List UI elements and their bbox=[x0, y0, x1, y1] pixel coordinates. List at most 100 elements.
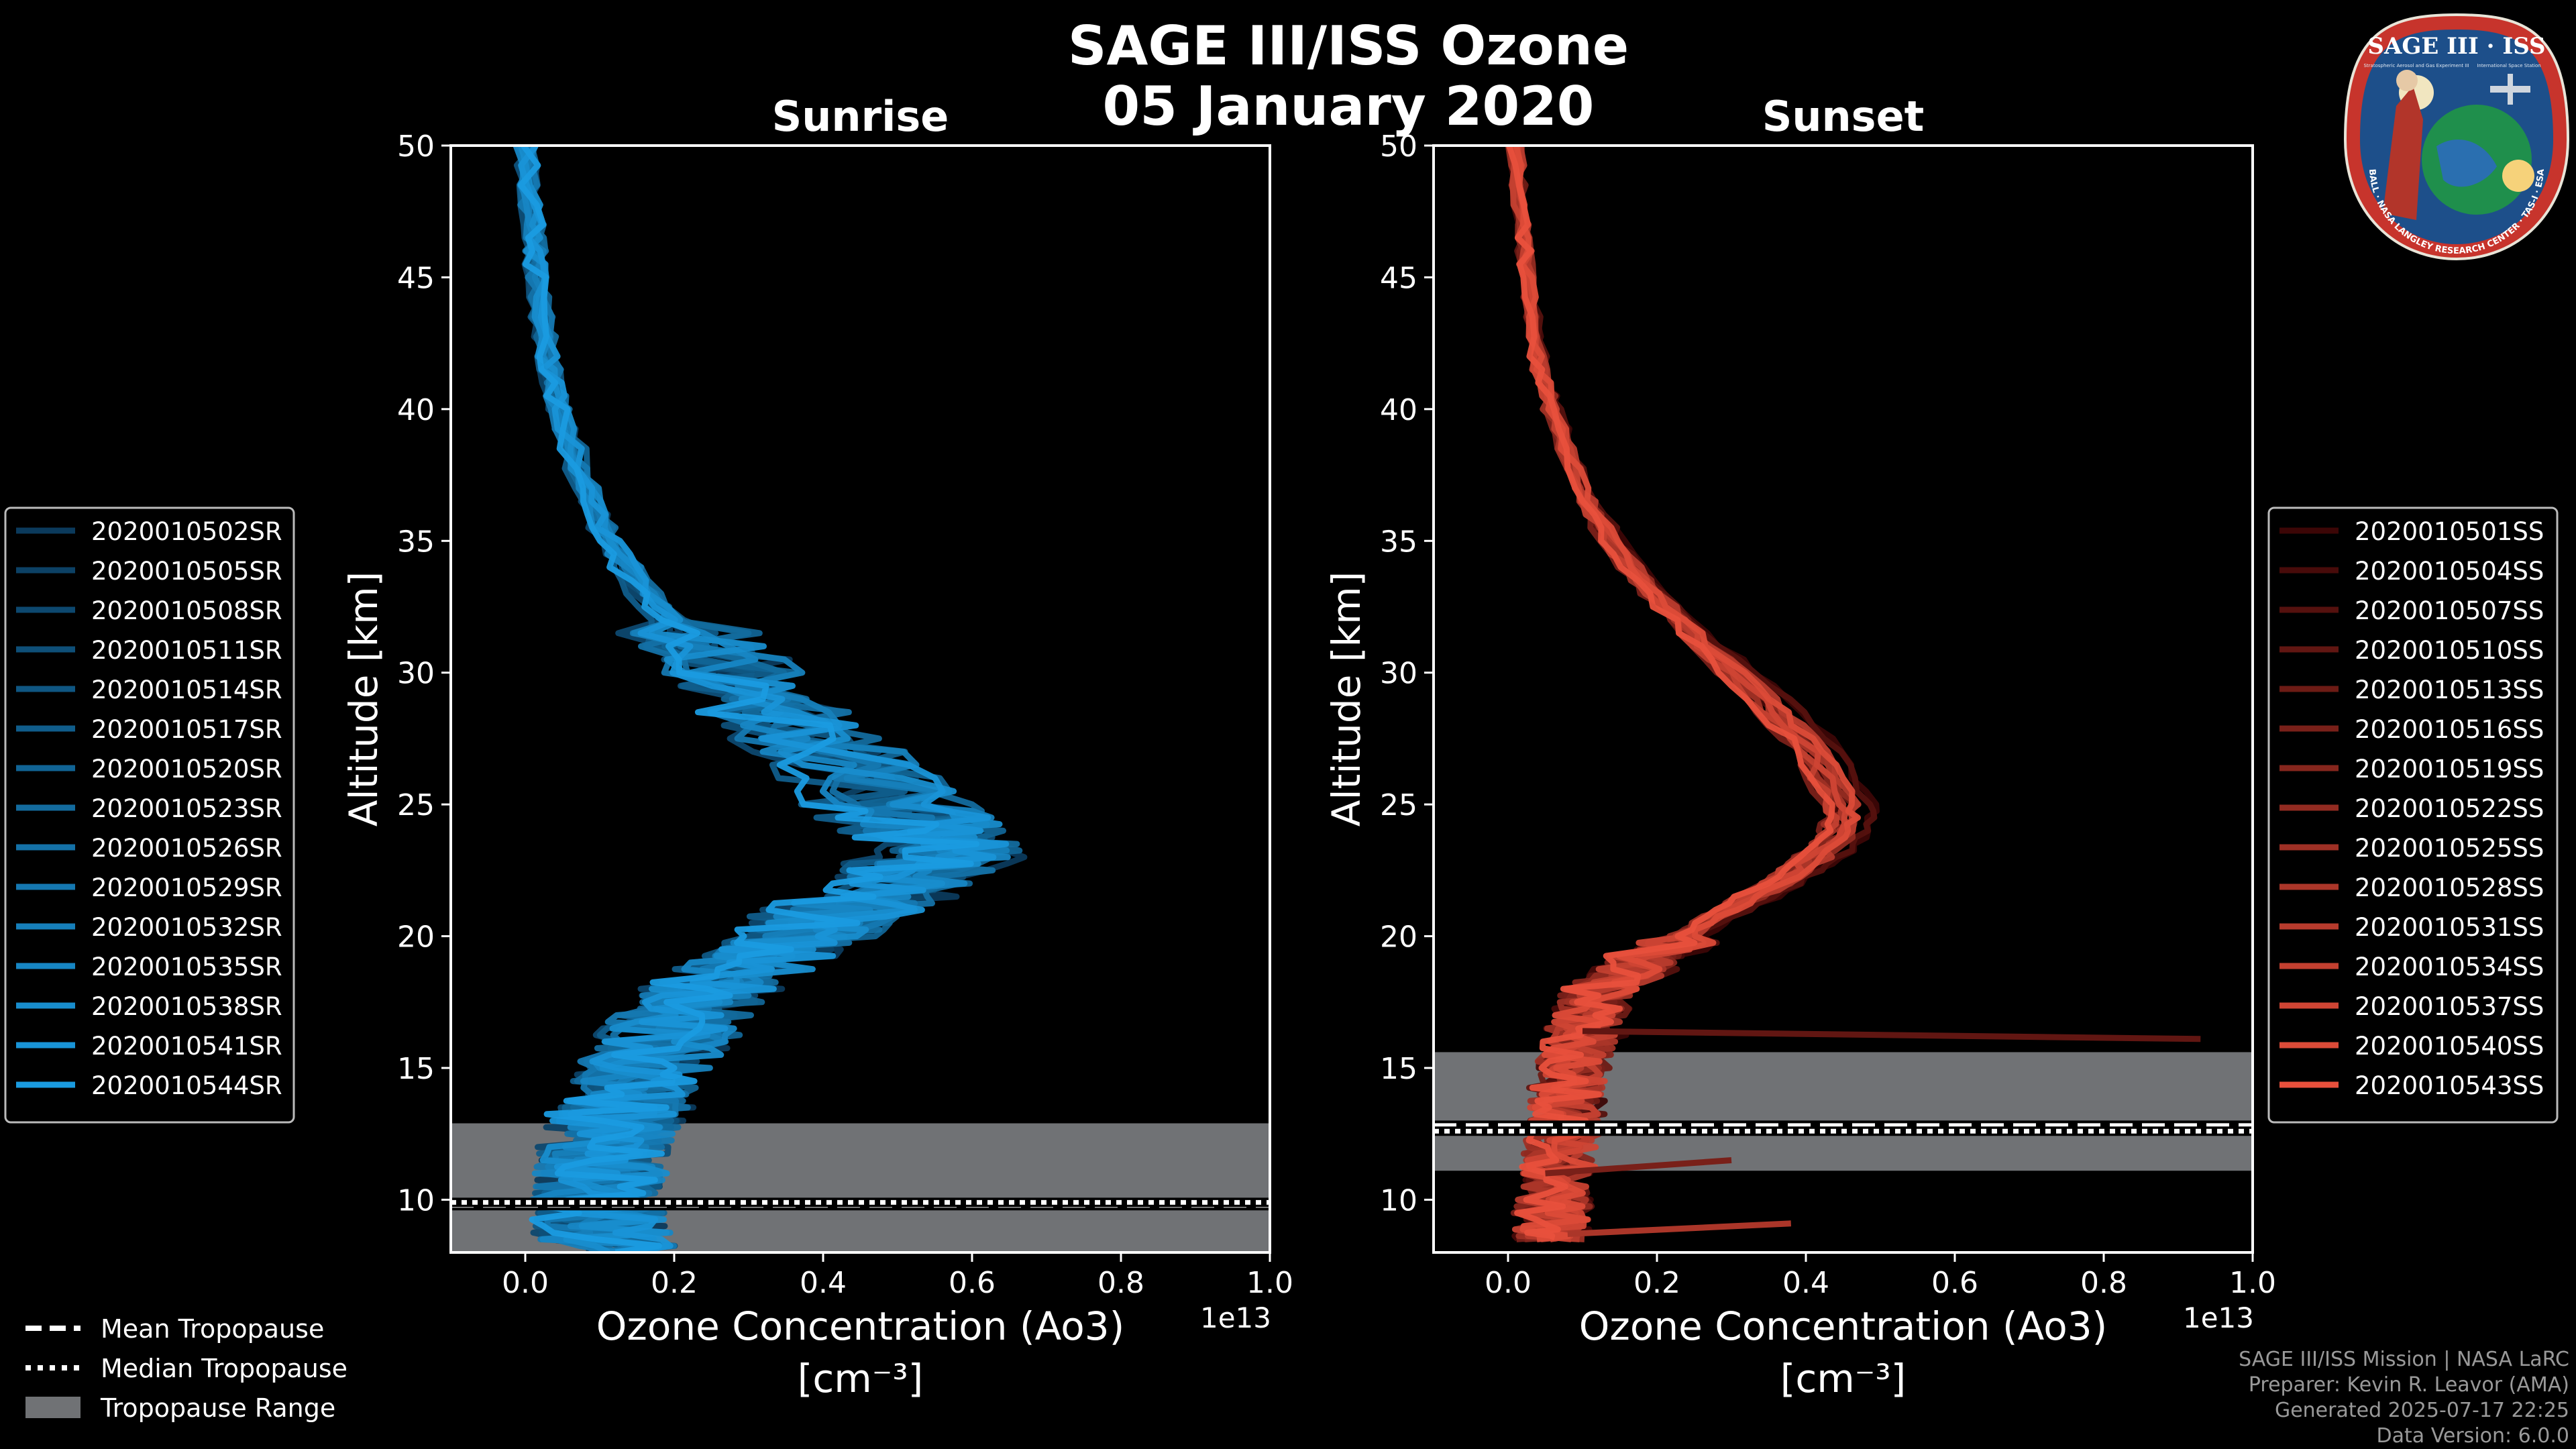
legend-label: 2020010543SS bbox=[2355, 1071, 2544, 1100]
y-tick-label: 25 bbox=[1380, 788, 1417, 822]
y-tick-label: 10 bbox=[397, 1183, 435, 1218]
legend-label: 2020010538SR bbox=[91, 992, 282, 1021]
y-tick-label: 35 bbox=[397, 525, 435, 559]
x-tick-label: 0.8 bbox=[2080, 1266, 2127, 1300]
legend-label: 2020010513SS bbox=[2355, 676, 2544, 704]
badge-subtitle-left: Stratospheric Aerosol and Gas Experiment… bbox=[2363, 63, 2469, 68]
y-tick-label: 20 bbox=[1380, 920, 1417, 955]
x-axis-label: Ozone Concentration (Ao3) bbox=[596, 1303, 1125, 1349]
series-legend-box bbox=[2267, 506, 2559, 1124]
y-axis-label: Altitude [km] bbox=[1324, 572, 1369, 826]
footer-line-mission: SAGE III/ISS Mission | NASA LaRC bbox=[2239, 1348, 2569, 1371]
sunset-panel: 10 15 20 25 30 35 40 45 50 0.0 0.2 0.4 0.6 0.8 1.01e13… bbox=[1324, 92, 2276, 1401]
legend-label: 2020010522SS bbox=[2355, 794, 2544, 823]
legend-label: 2020010517SR bbox=[91, 715, 282, 744]
y-tick-label: 10 bbox=[1380, 1183, 1417, 1218]
legends: 2020010502SR2020010505SR2020010508SR2020… bbox=[4, 506, 2559, 1423]
series-legend-box bbox=[4, 506, 295, 1124]
badge-title: SAGE III · ISS bbox=[2367, 33, 2545, 60]
y-axis-label: Altitude [km] bbox=[341, 572, 386, 826]
x-axis-label: Ozone Concentration (Ao3) bbox=[1579, 1303, 2108, 1349]
legend-tropopause-range-swatch bbox=[25, 1397, 80, 1418]
legend-label: 2020010541SR bbox=[91, 1032, 282, 1061]
legend-label: 2020010508SR bbox=[91, 596, 282, 625]
x-tick-label: 0.2 bbox=[651, 1266, 698, 1300]
footer-line-generated: Generated 2025-07-17 22:25 bbox=[2274, 1399, 2569, 1422]
y-tick-label: 20 bbox=[397, 920, 435, 955]
y-tick-label: 40 bbox=[1380, 393, 1417, 427]
y-tick-label: 50 bbox=[397, 129, 435, 164]
y-tick-label: 15 bbox=[397, 1052, 435, 1086]
legend-label: 2020010511SR bbox=[91, 636, 282, 665]
legend-label: 2020010510SS bbox=[2355, 636, 2544, 665]
legend-label: 2020010529SR bbox=[91, 873, 282, 902]
x-tick-label: 0.8 bbox=[1097, 1266, 1144, 1300]
y-tick-label: 45 bbox=[1380, 261, 1417, 295]
figure-title: SAGE III/ISS Ozone bbox=[1067, 15, 1629, 77]
legend-label: 2020010519SS bbox=[2355, 755, 2544, 784]
badge-subtitle-right: International Space Station bbox=[2477, 63, 2540, 68]
ocean-shape bbox=[2436, 140, 2497, 187]
plot-area bbox=[1434, 146, 2253, 1242]
x-offset-text: 1e13 bbox=[2183, 1301, 2254, 1334]
sun-icon bbox=[2502, 160, 2534, 192]
plot-area bbox=[451, 146, 1270, 1252]
plot-frame bbox=[449, 144, 1271, 1254]
x-tick-label: 0.6 bbox=[1931, 1266, 1978, 1300]
x-tick-label: 0.4 bbox=[800, 1266, 847, 1300]
legend-label: 2020010540SS bbox=[2355, 1032, 2544, 1061]
footer-credits: SAGE III/ISS Mission | NASA LaRC Prepare… bbox=[2239, 1347, 2569, 1449]
x-tick-label: 0.0 bbox=[1485, 1266, 1532, 1300]
legend-label: 2020010523SR bbox=[91, 794, 282, 823]
legend-label: 2020010537SS bbox=[2355, 992, 2544, 1021]
x-offset-text: 1e13 bbox=[1200, 1301, 1271, 1334]
panel-title: Sunrise bbox=[772, 92, 949, 141]
legend-label: 2020010534SS bbox=[2355, 953, 2544, 981]
bottom-legend-label: Mean Tropopause bbox=[101, 1314, 324, 1344]
legend-label: 2020010535SR bbox=[91, 953, 282, 981]
footer-line-version: Data Version: 6.0.0 bbox=[2376, 1424, 2569, 1448]
y-tick-label: 35 bbox=[1380, 525, 1417, 559]
legend-label: 2020010520SR bbox=[91, 755, 282, 784]
legend-label: 2020010501SS bbox=[2355, 517, 2544, 546]
footer-line-preparer: Preparer: Kevin R. Leavor (AMA) bbox=[2248, 1373, 2569, 1397]
legend-label: 2020010532SR bbox=[91, 913, 282, 942]
y-tick-label: 45 bbox=[397, 261, 435, 295]
legend-label: 2020010528SS bbox=[2355, 873, 2544, 902]
x-axis-unit: [cm⁻³] bbox=[798, 1356, 924, 1401]
bottom-legend-label: Tropopause Range bbox=[100, 1393, 335, 1423]
figure-robe-shape bbox=[2383, 86, 2423, 220]
sage-mission-badge: SAGE III · ISS Stratospheric Aerosol and… bbox=[2343, 13, 2570, 261]
profile-outlier-line bbox=[1545, 1157, 1732, 1177]
legend-label: 2020010507SS bbox=[2355, 596, 2544, 625]
legend-label: 2020010505SR bbox=[91, 557, 282, 586]
y-tick-label: 15 bbox=[1380, 1052, 1417, 1086]
y-tick-label: 25 bbox=[397, 788, 435, 822]
figure-head-shape bbox=[2396, 70, 2418, 91]
y-tick-label: 40 bbox=[397, 393, 435, 427]
plot-frame bbox=[1432, 144, 2254, 1254]
bottom-legend-label: Median Tropopause bbox=[101, 1354, 347, 1383]
profile-outlier-line bbox=[1567, 1220, 1792, 1237]
y-tick-label: 50 bbox=[1380, 129, 1417, 164]
figure-date: 05 January 2020 bbox=[1102, 75, 1595, 138]
x-tick-label: 1.0 bbox=[2229, 1266, 2276, 1300]
sunrise-panel: 10 15 20 25 30 35 40 45 50 0.0 0.2 0.4 0.6 0.8 1.01e13… bbox=[341, 92, 1293, 1401]
x-tick-label: 0.4 bbox=[1782, 1266, 1829, 1300]
legend-label: 2020010525SS bbox=[2355, 834, 2544, 863]
y-tick-label: 30 bbox=[1380, 657, 1417, 691]
legend-label: 2020010544SR bbox=[91, 1071, 282, 1100]
profile-outlier-line bbox=[1582, 1028, 2201, 1042]
legend-label: 2020010516SS bbox=[2355, 715, 2544, 744]
legend-label: 2020010531SS bbox=[2355, 913, 2544, 942]
x-tick-label: 0.0 bbox=[502, 1266, 549, 1300]
x-tick-label: 0.6 bbox=[949, 1266, 996, 1300]
panel-title: Sunset bbox=[1762, 92, 1925, 141]
legend-label: 2020010504SS bbox=[2355, 557, 2544, 586]
y-tick-label: 30 bbox=[397, 657, 435, 691]
x-tick-label: 0.2 bbox=[1633, 1266, 1680, 1300]
x-tick-label: 1.0 bbox=[1246, 1266, 1293, 1300]
legend-label: 2020010502SR bbox=[91, 517, 282, 546]
profile-line-2020010544SR bbox=[517, 146, 980, 1252]
